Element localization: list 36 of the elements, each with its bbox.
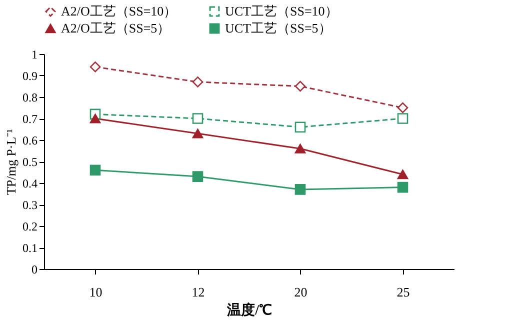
y-tick-label: 0.3 [22, 198, 38, 212]
legend-label: A2/O工艺（SS=5） [61, 20, 170, 36]
point [192, 128, 204, 138]
point [294, 122, 306, 132]
y-tick-label: 0.4 [22, 176, 38, 190]
y-tick-label: 0.7 [22, 112, 38, 126]
x-tick-label: 10 [89, 284, 102, 300]
point [90, 62, 101, 72]
legend-label: A2/O工艺（SS=10） [61, 4, 177, 19]
y-axis-title: TP/mg P·L⁻¹ [4, 128, 18, 196]
x-tick-label: 12 [192, 284, 205, 300]
y-tick-label: 0.6 [22, 134, 38, 148]
y-tick-label: 0 [32, 262, 38, 276]
point [294, 80, 306, 92]
x-tick-label: 20 [294, 284, 308, 300]
point [397, 170, 408, 180]
point [192, 76, 204, 88]
point [90, 164, 101, 176]
point [397, 113, 408, 124]
x-tick-label: 25 [396, 284, 410, 300]
point [90, 114, 101, 124]
point [397, 102, 408, 114]
y-tick-label: 0.1 [22, 241, 38, 255]
point [294, 144, 306, 154]
point [397, 182, 408, 193]
x-axis-title: 温度/℃ [226, 302, 272, 318]
point [294, 184, 306, 195]
y-tick-label: 1 [32, 48, 38, 62]
point [192, 171, 204, 182]
y-tick-label: 0.2 [22, 220, 38, 234]
y-tick-label: 0.9 [22, 69, 38, 83]
point [192, 113, 204, 124]
legend-label: UCT工艺（SS=10） [225, 4, 338, 19]
y-tick-label: 0.8 [22, 90, 38, 104]
y-tick-label: 0.5 [22, 155, 38, 169]
legend-label: UCT工艺（SS=5） [225, 20, 332, 36]
